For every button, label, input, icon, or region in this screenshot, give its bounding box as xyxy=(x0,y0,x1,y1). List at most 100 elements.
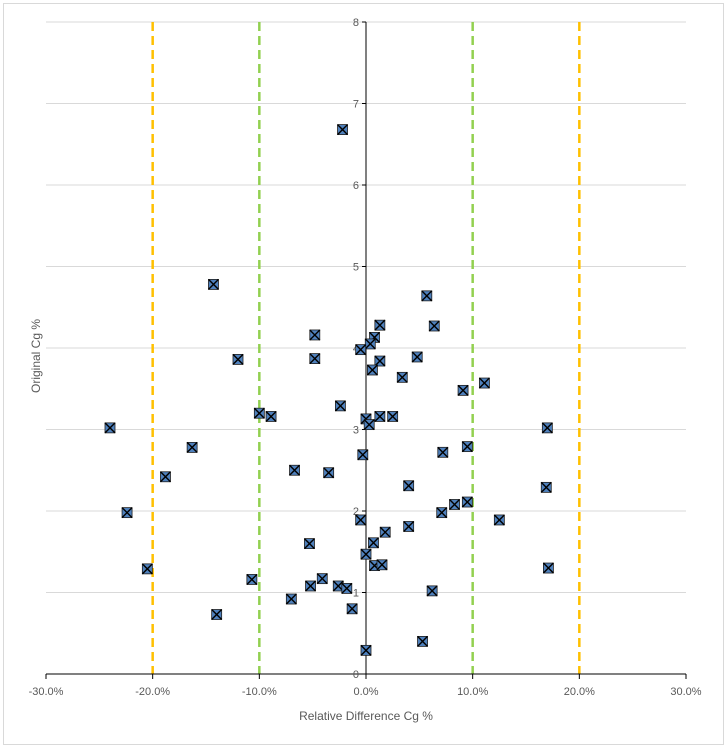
data-point-cross-b xyxy=(364,338,376,350)
data-point xyxy=(457,384,469,396)
data-point xyxy=(285,593,297,605)
data-point xyxy=(374,319,386,331)
data-point-cross-b xyxy=(387,410,399,422)
data-point xyxy=(363,419,375,431)
data-point-cross-b xyxy=(417,635,429,647)
data-point xyxy=(323,467,335,479)
data-point xyxy=(316,573,328,585)
y-tick-label: 8 xyxy=(353,17,359,29)
axes: 012345678-30.0%-20.0%-10.0%0.0%10.0%20.0… xyxy=(29,17,702,698)
data-point xyxy=(253,407,265,419)
data-point-cross-b xyxy=(289,464,301,476)
scatter-chart: 012345678-30.0%-20.0%-10.0%0.0%10.0%20.0… xyxy=(29,17,702,723)
data-point xyxy=(121,507,133,519)
y-tick-label: 7 xyxy=(353,99,359,111)
data-point xyxy=(411,351,423,363)
data-point-cross-b xyxy=(478,377,490,389)
data-point-cross-b xyxy=(437,446,449,458)
data-point-cross-b xyxy=(367,537,379,549)
data-point xyxy=(374,355,386,367)
data-point-cross-b xyxy=(186,441,198,453)
data-point xyxy=(232,353,244,365)
data-point-cross-b xyxy=(337,124,349,136)
data-point-cross-b xyxy=(403,480,415,492)
data-point xyxy=(403,480,415,492)
data-point xyxy=(364,338,376,350)
data-point-cross-b xyxy=(540,481,552,493)
data-point xyxy=(366,364,378,376)
data-point-cross-b xyxy=(366,364,378,376)
data-point xyxy=(403,520,415,532)
data-point-cross-b xyxy=(396,371,408,383)
data-point xyxy=(309,353,321,365)
data-point-cross-b xyxy=(374,410,386,422)
data-point xyxy=(265,410,277,422)
axis-titles: Relative Difference Cg % Original Cg % xyxy=(29,319,433,723)
data-point xyxy=(437,446,449,458)
data-point xyxy=(540,481,552,493)
data-point-cross-b xyxy=(355,514,367,526)
data-point-cross-b xyxy=(449,498,461,510)
data-point xyxy=(141,563,153,575)
data-point-cross-b xyxy=(332,580,344,592)
x-tick-label: 0.0% xyxy=(353,686,378,698)
data-point xyxy=(541,422,553,434)
x-tick-label: 10.0% xyxy=(457,686,488,698)
data-point xyxy=(186,441,198,453)
data-point xyxy=(449,498,461,510)
x-tick-label: -20.0% xyxy=(135,686,170,698)
y-tick-label: 0 xyxy=(353,669,359,681)
data-point xyxy=(379,526,391,538)
data-point-cross-b xyxy=(104,422,116,434)
data-point xyxy=(417,635,429,647)
data-point xyxy=(289,464,301,476)
data-point-cross-b xyxy=(121,507,133,519)
data-point xyxy=(355,514,367,526)
data-point-cross-b xyxy=(316,573,328,585)
data-point-cross-b xyxy=(265,410,277,422)
data-point-cross-b xyxy=(355,344,367,356)
data-point xyxy=(367,537,379,549)
data-point-cross-b xyxy=(411,351,423,363)
data-point-cross-b xyxy=(159,471,171,483)
data-point xyxy=(376,559,388,571)
data-point xyxy=(461,496,473,508)
data-point xyxy=(360,548,372,560)
x-tick-label: -30.0% xyxy=(29,686,64,698)
data-point-cross-b xyxy=(541,422,553,434)
data-point-cross-b xyxy=(246,573,258,585)
data-point-cross-b xyxy=(379,526,391,538)
data-point xyxy=(334,400,346,412)
data-point xyxy=(337,124,349,136)
data-point-cross-b xyxy=(357,449,369,461)
data-point-cross-b xyxy=(232,353,244,365)
data-point-cross-b xyxy=(493,514,505,526)
data-point xyxy=(246,573,258,585)
x-tick-label: -10.0% xyxy=(242,686,277,698)
data-point-cross-b xyxy=(457,384,469,396)
data-point xyxy=(478,377,490,389)
data-point xyxy=(159,471,171,483)
data-point xyxy=(355,344,367,356)
data-point xyxy=(341,582,353,594)
data-point-cross-b xyxy=(426,585,438,597)
x-tick-label: 20.0% xyxy=(564,686,595,698)
y-axis-title: Original Cg % xyxy=(29,319,43,393)
data-point-cross-b xyxy=(436,507,448,519)
data-point xyxy=(211,609,223,620)
data-point xyxy=(461,441,473,453)
data-point-cross-b xyxy=(323,467,335,479)
data-point-cross-b xyxy=(211,609,223,620)
data-point xyxy=(305,580,317,592)
data-point-cross-b xyxy=(207,278,219,290)
data-point xyxy=(309,329,321,341)
data-point-cross-b xyxy=(363,419,375,431)
data-point xyxy=(360,644,372,656)
data-point-cross-b xyxy=(141,563,153,575)
data-point-cross-b xyxy=(346,603,358,615)
data-point-cross-b xyxy=(341,582,353,594)
data-point xyxy=(303,538,315,550)
data-point-cross-b xyxy=(428,320,440,332)
data-point xyxy=(104,422,116,434)
data-point-cross-b xyxy=(461,441,473,453)
